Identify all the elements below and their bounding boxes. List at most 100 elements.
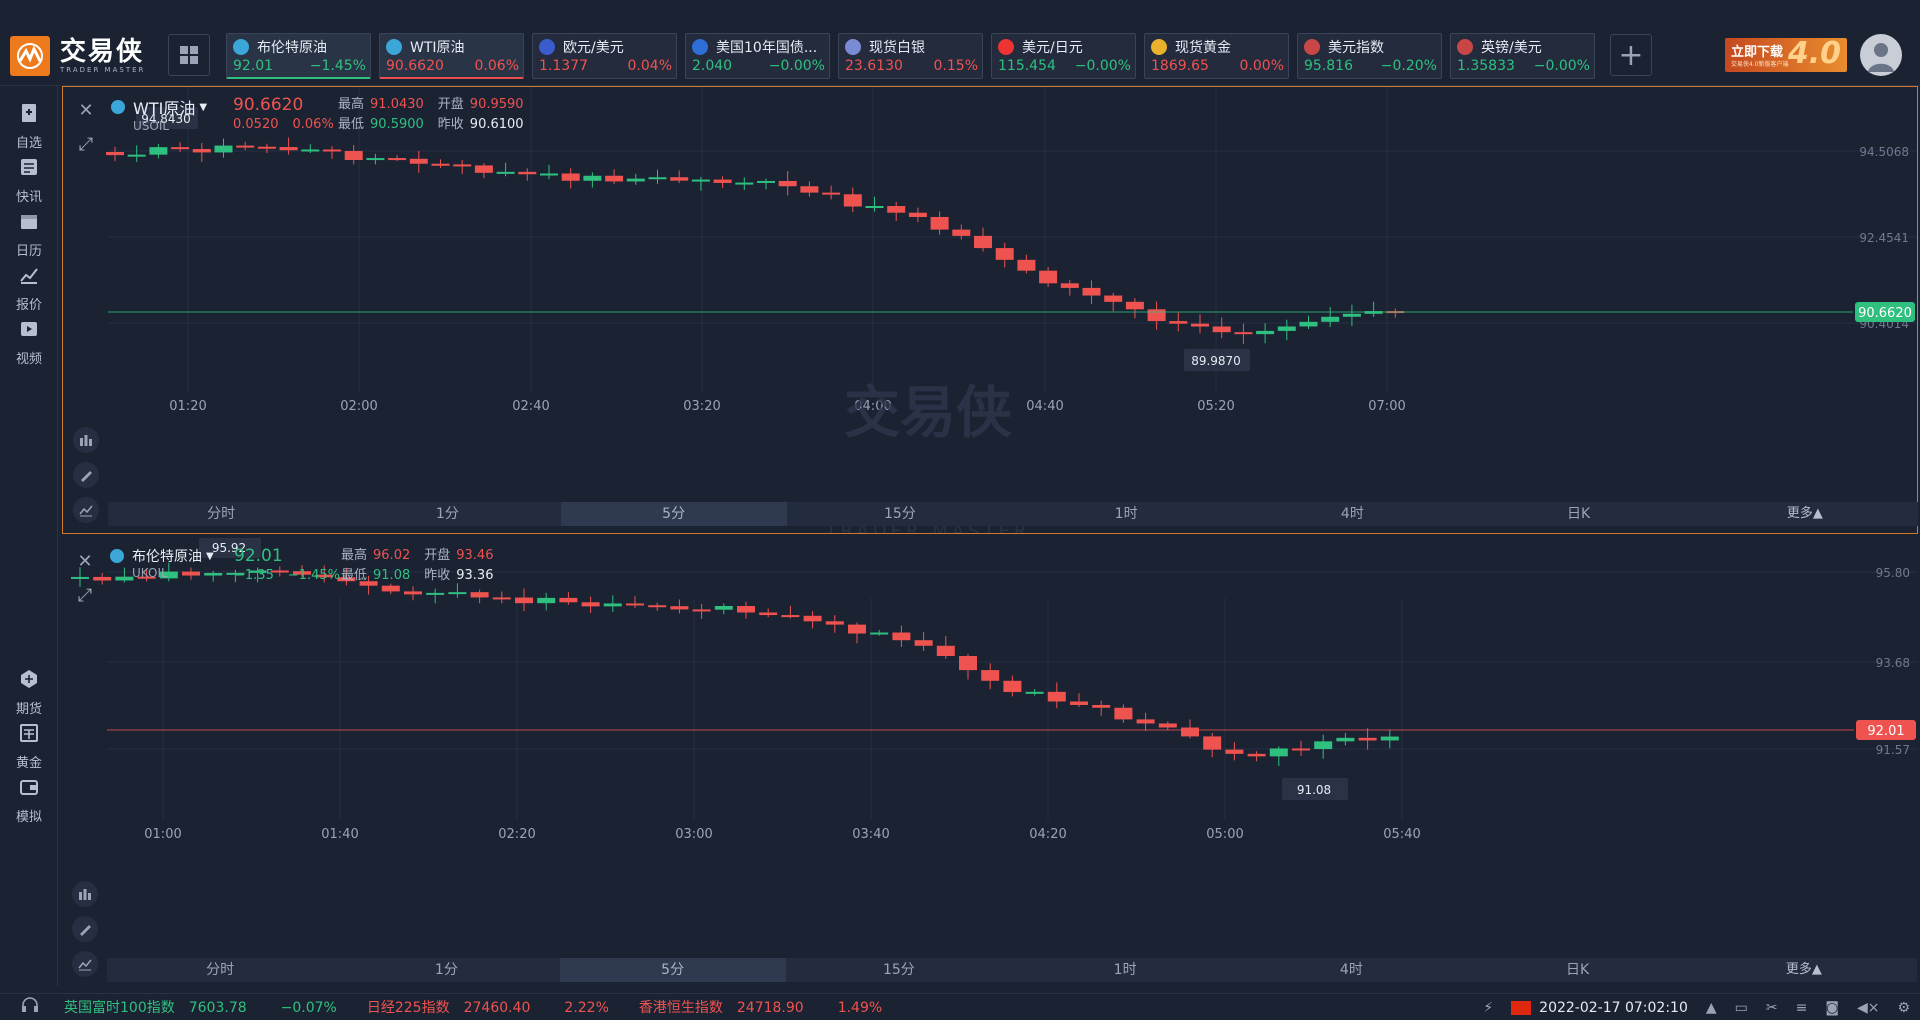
download-promo-banner[interactable]: 立即下载 交易侠4.0新版客户端 4.0 <box>1725 36 1847 72</box>
index-ticker[interactable]: 日经225指数 27460.40 2.22% <box>367 997 609 1017</box>
ticker-change: 0.06% <box>474 58 519 74</box>
close-panel-button[interactable]: ✕ <box>73 97 99 123</box>
ticker-tab[interactable]: 现货黄金 1869.65 0.00% <box>1144 33 1289 79</box>
timeframe-tab[interactable]: 1分 <box>435 506 459 522</box>
indicator-tool-button[interactable] <box>72 881 98 907</box>
ticker-tab[interactable]: 现货白银 23.6130 0.15% <box>838 33 983 79</box>
candle-body <box>559 597 578 603</box>
expand-panel-button[interactable]: ⤢ <box>72 582 98 608</box>
symbol-selector[interactable]: 布伦特原油 ▼ UKOIL <box>110 546 214 580</box>
timeframe-tab[interactable]: 分时 <box>207 506 236 522</box>
timeframe-tab[interactable]: 1时 <box>1113 962 1137 978</box>
layout-grid-button[interactable] <box>168 34 210 76</box>
app-logo[interactable]: 交易侠 TRADER MASTER <box>10 34 160 78</box>
add-ticker-button[interactable]: + <box>1610 34 1652 76</box>
sidebar-item[interactable]: 日历 <box>0 206 58 262</box>
x-axis-tick-label: 02:00 <box>340 399 377 414</box>
ticker-name: 现货黄金 <box>1175 40 1231 56</box>
index-value: 7603.78 <box>188 1000 247 1016</box>
ticker-tab[interactable]: 英镑/美元 1.35833 −0.00% <box>1450 33 1595 79</box>
draw-tool-button[interactable] <box>72 916 98 942</box>
candle-body <box>714 606 733 610</box>
camera-icon[interactable]: ◙ <box>1825 999 1839 1016</box>
list-settings-icon[interactable]: ≡ <box>1795 999 1808 1016</box>
timeframe-tab[interactable]: 15分 <box>883 506 916 522</box>
screen-off-icon[interactable]: ▭ <box>1734 999 1748 1016</box>
timeframe-tab[interactable]: 5分 <box>559 958 786 982</box>
ticker-icon <box>233 39 249 55</box>
candle-body <box>583 175 602 181</box>
sidebar-item[interactable]: 自选 <box>0 98 58 154</box>
prev-close-label: 昨收 <box>437 117 464 132</box>
ticker-tab[interactable]: 美元指数 95.816 −0.20% <box>1297 33 1442 79</box>
tools-icon[interactable]: ✂ <box>1765 999 1778 1016</box>
timeframe-tab[interactable]: 更多▲ <box>1786 506 1823 521</box>
sidebar-item[interactable]: 期货 <box>0 664 58 720</box>
candle-body <box>301 149 320 152</box>
sidebar-item[interactable]: 报价 <box>0 260 58 316</box>
expand-up-icon[interactable]: ▲ <box>1705 999 1717 1016</box>
bookmark-icon <box>22 104 36 122</box>
indicator-tool-button[interactable] <box>73 427 99 453</box>
sidebar-item[interactable]: 黄金 <box>0 718 58 774</box>
draw-tool-button[interactable] <box>73 462 99 488</box>
index-ticker[interactable]: 英国富时100指数 7603.78 −0.07% <box>64 997 337 1017</box>
y-axis-tick-label: 95.80 <box>1876 566 1910 580</box>
ticker-tab[interactable]: 美国10年国债... 2.040 −0.00% <box>685 33 830 79</box>
timeframe-tab[interactable]: 1分 <box>434 962 458 978</box>
ticker-tab[interactable]: 布伦特原油 92.01 −1.45% <box>226 33 371 79</box>
pencil-icon <box>81 471 92 482</box>
timeframe-tab[interactable]: 更多▲ <box>1785 962 1822 977</box>
sidebar-item[interactable]: 快讯 <box>0 152 58 208</box>
timeframe-tab[interactable]: 日K <box>1566 962 1590 978</box>
index-ticker[interactable]: 香港恒生指数 24718.90 1.49% <box>639 997 882 1017</box>
price-change-pct: 0.06% <box>292 117 334 132</box>
timeframe-tab[interactable]: 分时 <box>206 962 235 978</box>
headset-icon[interactable] <box>20 996 46 1018</box>
index-change: 1.49% <box>837 1000 883 1016</box>
candle-body <box>448 592 467 595</box>
ticker-tab[interactable]: 美元/日元 115.454 −0.00% <box>991 33 1136 79</box>
quote-block: 90.6620 0.0520 0.06% <box>233 95 348 132</box>
candlestick-chart-brent[interactable]: 95.80 93.68 91.57 01:00 01:40 02:20 03:00 03:40… <box>62 538 1918 983</box>
sidebar-item-label: 黄金 <box>15 756 42 771</box>
sidebar-item[interactable]: 模拟 <box>0 772 58 828</box>
timeframe-tab[interactable]: 4时 <box>1339 962 1363 978</box>
chart-panel-brent[interactable]: 95.80 93.68 91.57 01:00 01:40 02:20 03:00 03:40… <box>62 538 1918 983</box>
calendar-icon <box>21 215 37 229</box>
chart-type-button[interactable] <box>73 497 99 523</box>
close-panel-button[interactable]: ✕ <box>72 548 98 574</box>
settings-gear-icon[interactable]: ⚙ <box>1897 999 1910 1016</box>
ticker-tab[interactable]: 欧元/美元 1.1377 0.04% <box>532 33 677 79</box>
candle-body <box>1277 326 1296 331</box>
wallet-icon <box>20 780 38 795</box>
candle-body <box>887 205 906 213</box>
user-avatar[interactable] <box>1860 34 1902 76</box>
sidebar-item[interactable]: 视频 <box>0 314 58 370</box>
timeframe-tab[interactable]: 15分 <box>882 962 915 978</box>
high-value: 96.02 <box>373 548 411 563</box>
candle-body <box>1321 316 1340 322</box>
ticker-icon <box>845 39 861 55</box>
candle-body <box>1336 737 1355 742</box>
chart-type-button[interactable] <box>72 951 98 977</box>
candle-body <box>581 602 600 607</box>
chart-panel-wti[interactable]: 94.5068 92.4541 90.4014 01:20 02:00 02:40 03:2… <box>62 86 1918 534</box>
ticker-tab[interactable]: WTI原油 90.6620 0.06% <box>379 33 524 79</box>
candle-body <box>279 147 298 151</box>
candle-body <box>914 640 933 646</box>
ticker-price: 90.6620 <box>386 58 444 74</box>
candle-body <box>359 581 378 586</box>
timeframe-tab[interactable]: 日K <box>1567 506 1591 522</box>
candle-body <box>453 164 472 167</box>
mute-icon[interactable]: ◀× <box>1856 999 1880 1016</box>
timeframe-tab[interactable]: 1时 <box>1114 506 1138 522</box>
user-icon <box>1868 43 1894 72</box>
timeframe-tab[interactable]: 4时 <box>1340 506 1364 522</box>
symbol-selector[interactable]: WTI原油 ▼ USOIL <box>111 95 207 133</box>
candle-body <box>1212 326 1231 333</box>
disconnect-icon[interactable]: ⚡ <box>1483 999 1494 1016</box>
expand-panel-button[interactable]: ⤢ <box>73 131 99 157</box>
timeframe-tab[interactable]: 5分 <box>560 502 787 526</box>
